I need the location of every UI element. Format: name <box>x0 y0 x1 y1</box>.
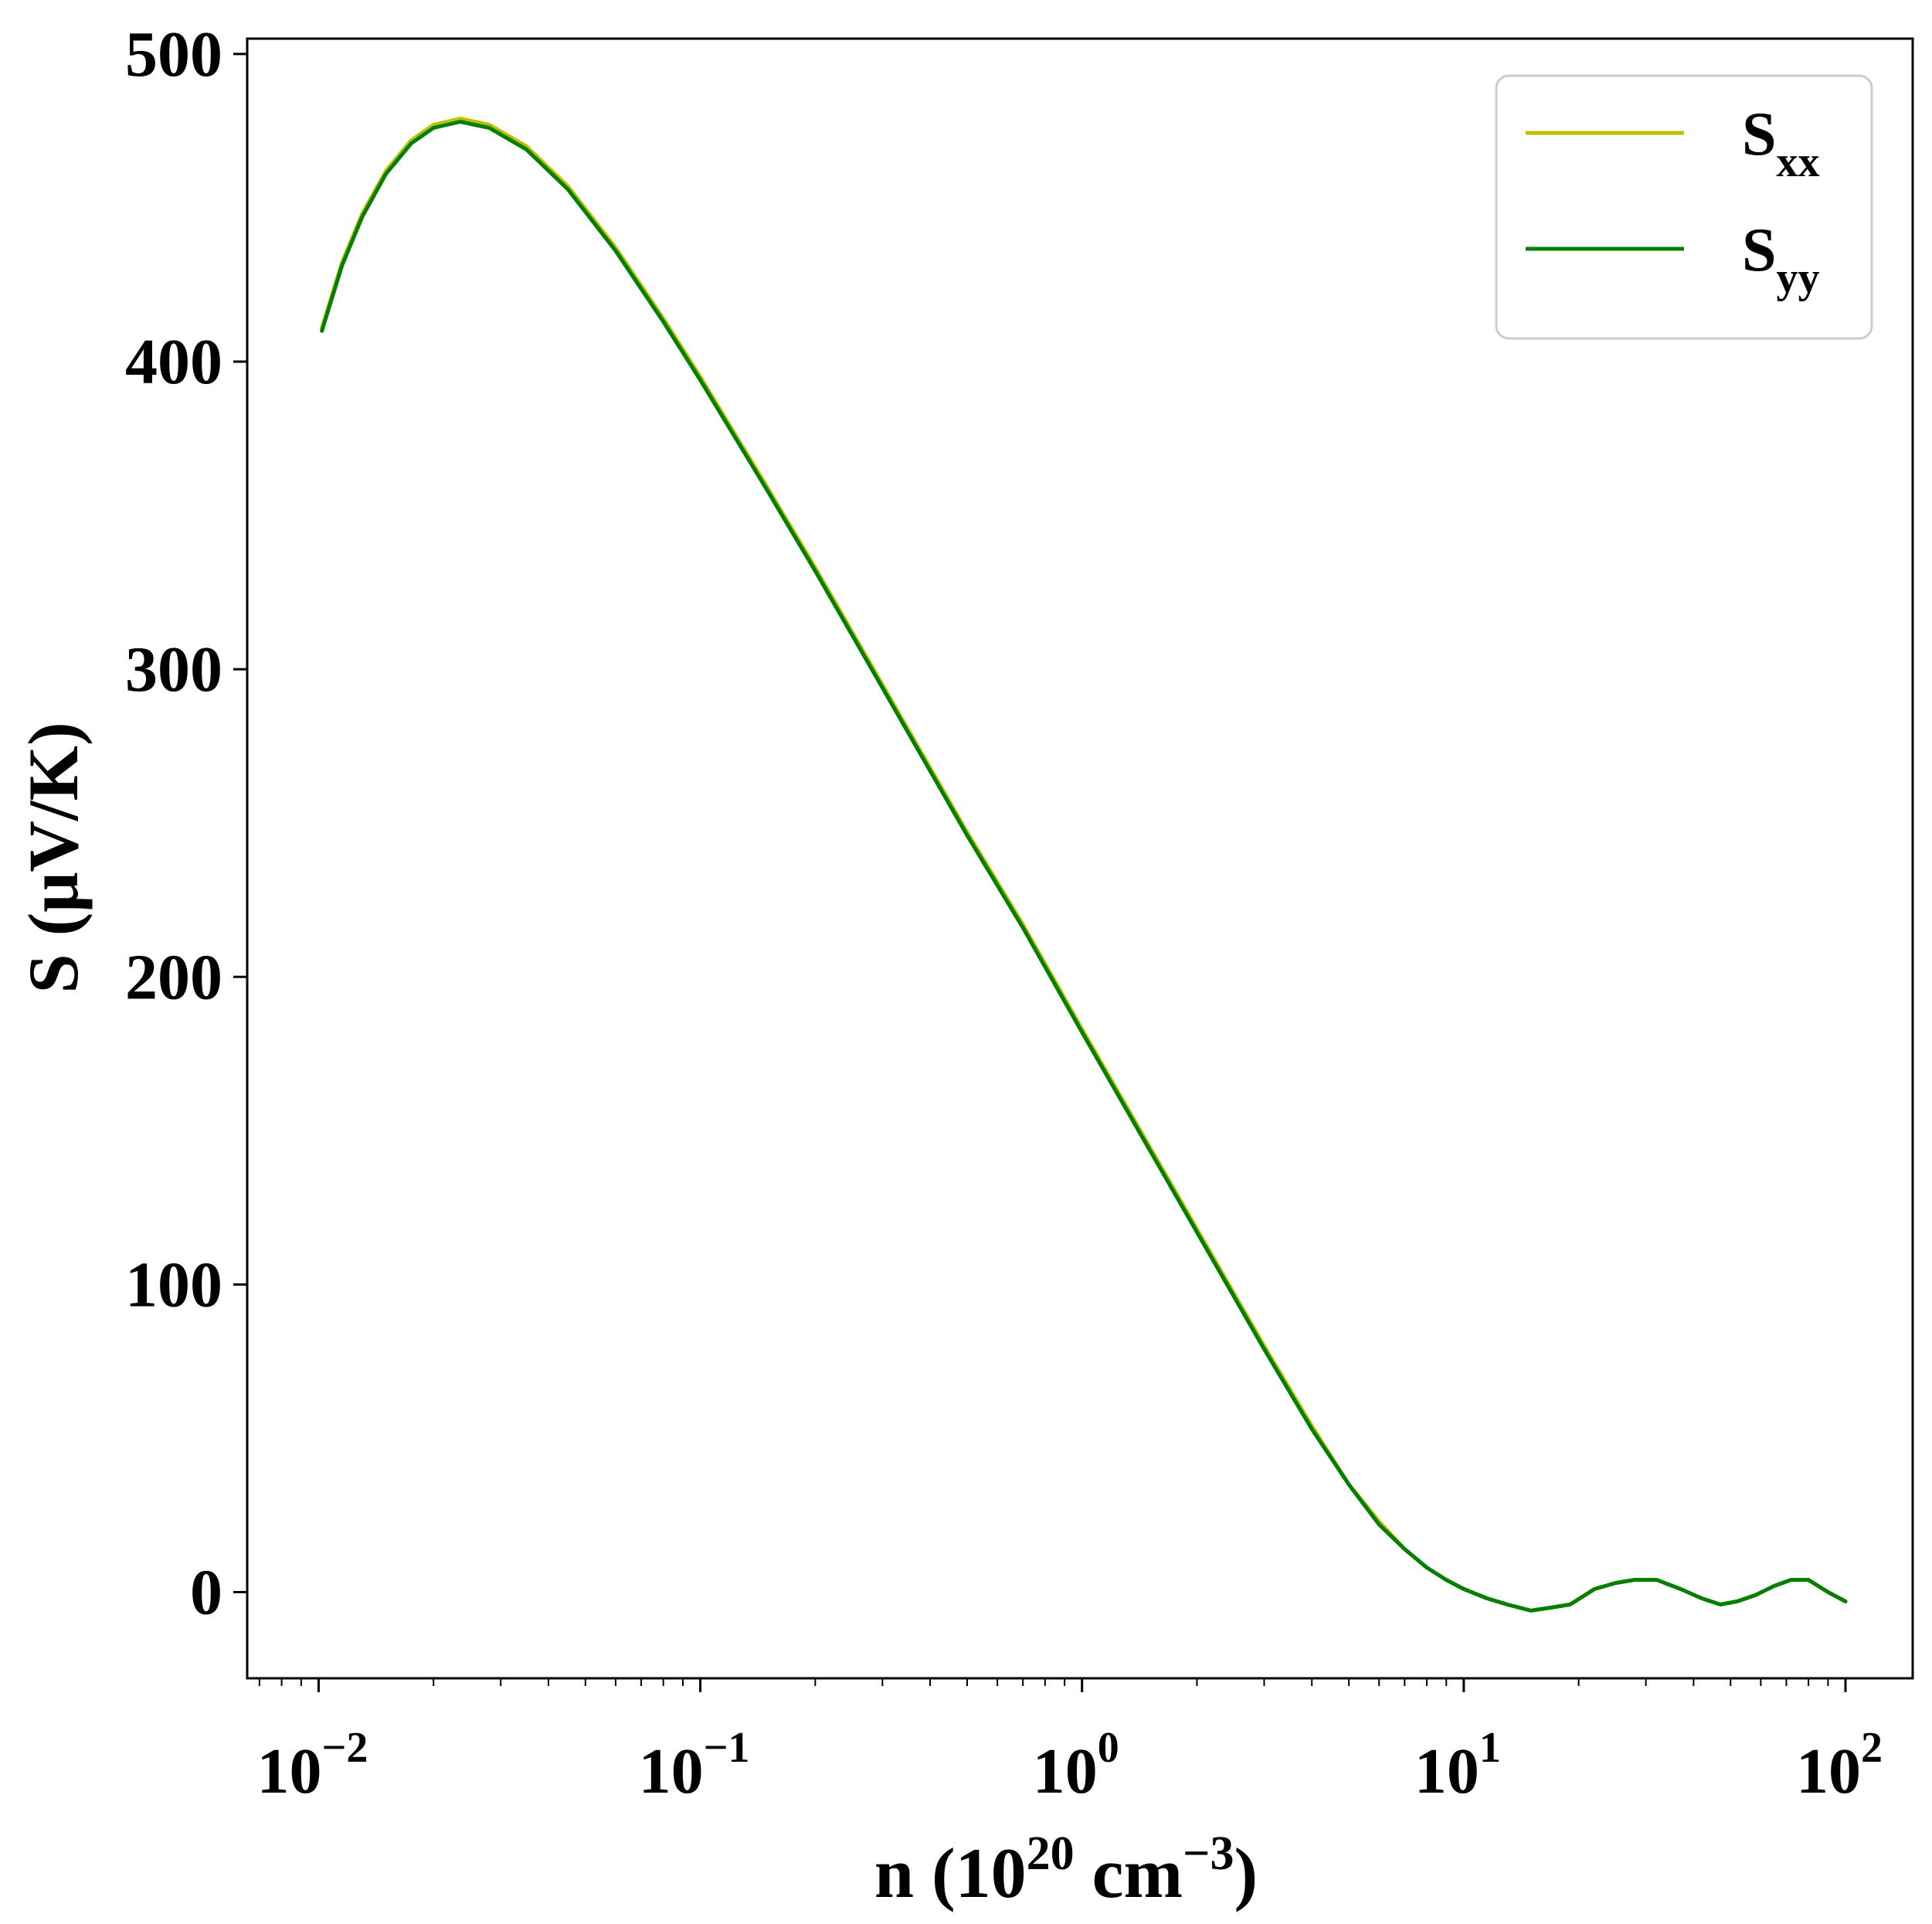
x-axis-label-mid: cm <box>1075 1834 1183 1912</box>
legend-label-sxx-main: S <box>1742 100 1777 168</box>
x-tick-label-exp: −2 <box>321 1724 368 1772</box>
x-tick-label-base: 10 <box>1796 1735 1861 1807</box>
legend-frame <box>1495 74 1873 340</box>
x-tick-label-base: 10 <box>256 1735 321 1807</box>
y-tick-label: 0 <box>190 1557 222 1629</box>
x-tick-label-exp: 0 <box>1098 1724 1119 1772</box>
y-tick-label: 400 <box>125 326 222 398</box>
y-tick-label: 300 <box>125 634 222 705</box>
y-axis-label: S (μV/K) <box>14 722 93 993</box>
series-line-syy <box>320 120 1848 1613</box>
x-tick-label-base: 10 <box>639 1735 704 1807</box>
x-tick-label-base: 10 <box>1414 1735 1479 1807</box>
legend-label-sxx-sub: xx <box>1777 138 1820 186</box>
x-axis-label-sup2: −3 <box>1183 1827 1234 1880</box>
plot-frame <box>246 37 1914 1680</box>
legend-label-syy: Syy <box>1742 216 1820 302</box>
x-tick-label: 100 <box>1033 1724 1119 1807</box>
x-tick-label-exp: 1 <box>1479 1724 1501 1772</box>
x-axis-label: n (1020 cm−3) <box>874 1827 1258 1912</box>
x-axis-label-base: n (10 <box>874 1834 1027 1912</box>
x-tick-label: 102 <box>1796 1724 1883 1807</box>
legend-label-syy-main: S <box>1742 216 1777 284</box>
x-axis-label-end: ) <box>1234 1834 1258 1912</box>
x-tick-label: 10−2 <box>256 1724 368 1807</box>
y-tick-label: 100 <box>125 1249 222 1321</box>
x-tick-label: 10−1 <box>639 1724 750 1807</box>
x-axis-label-sup1: 20 <box>1027 1827 1075 1880</box>
y-tick-label: 200 <box>125 941 222 1013</box>
x-tick-label-exp: −1 <box>704 1724 750 1772</box>
x-tick-label-exp: 2 <box>1861 1724 1883 1772</box>
legend-label-sxx: Sxx <box>1742 100 1820 186</box>
x-tick-label-base: 10 <box>1033 1735 1098 1807</box>
legend-label-syy-sub: yy <box>1777 254 1820 302</box>
legend: Sxx Syy <box>1495 74 1873 340</box>
series-layer <box>320 117 1848 1613</box>
y-tick-label: 500 <box>125 19 222 90</box>
x-tick-label: 101 <box>1414 1724 1501 1807</box>
